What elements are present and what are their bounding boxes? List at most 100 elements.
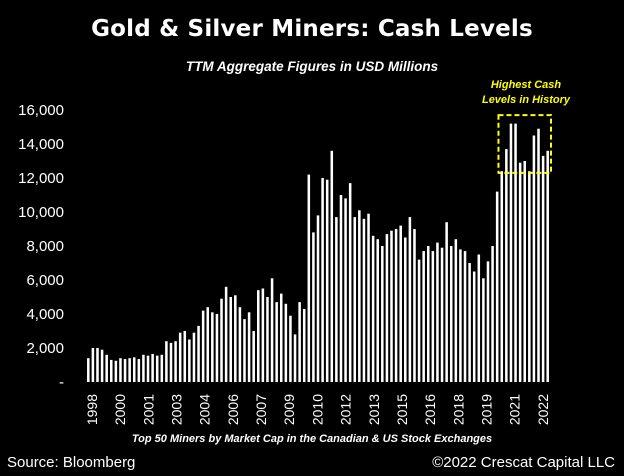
bar	[312, 232, 315, 382]
bar	[165, 341, 168, 382]
bar	[206, 307, 210, 382]
bar	[87, 358, 90, 382]
bar	[229, 297, 232, 382]
bar	[459, 249, 462, 382]
x-tick-label: 2006	[225, 394, 241, 425]
bar	[514, 123, 517, 382]
bar	[192, 332, 196, 382]
bar	[132, 357, 136, 382]
y-tick-label: 4,000	[26, 306, 64, 323]
bar	[381, 246, 384, 382]
chart-subtitle: TTM Aggregate Figures in USD Millions	[185, 59, 439, 74]
bar	[472, 271, 476, 382]
bar	[505, 149, 508, 382]
bar	[289, 315, 292, 382]
bar	[390, 230, 393, 382]
bar	[197, 325, 200, 382]
bar	[431, 251, 435, 382]
bar	[155, 355, 159, 382]
bar	[298, 302, 301, 382]
bar	[266, 297, 269, 382]
bar	[234, 295, 237, 382]
bar	[491, 246, 494, 382]
bar	[100, 349, 104, 382]
bar	[408, 217, 412, 382]
source-label: Source: Bloomberg	[7, 454, 136, 471]
bar	[348, 183, 352, 382]
y-tick-label: 6,000	[26, 272, 64, 289]
x-tick-label: 2021	[507, 394, 523, 425]
bar	[114, 360, 118, 382]
y-tick-label: 16,000	[18, 102, 64, 119]
x-tick-label: 2015	[394, 394, 410, 425]
bar	[279, 293, 283, 382]
bar	[238, 307, 242, 382]
bar	[495, 191, 499, 382]
bar	[537, 128, 540, 382]
bar	[422, 251, 425, 382]
bar	[247, 312, 251, 382]
x-tick-label: 1998	[84, 394, 100, 425]
bar	[257, 290, 260, 382]
x-tick-label: 2022	[535, 394, 551, 425]
bar	[486, 261, 490, 382]
y-tick-label: 2,000	[26, 340, 64, 357]
y-tick-label: 10,000	[18, 204, 64, 221]
bar	[358, 210, 361, 382]
bar	[325, 179, 329, 382]
bar	[316, 215, 320, 382]
bar	[449, 246, 453, 382]
bar	[215, 314, 219, 382]
bar	[188, 339, 191, 382]
bar	[445, 222, 448, 382]
bar	[183, 331, 187, 382]
chart-title: Gold & Silver Miners: Cash Levels	[91, 16, 533, 42]
bar	[174, 341, 177, 382]
bar	[293, 334, 297, 382]
bar	[307, 174, 311, 382]
bar	[252, 331, 255, 382]
bar	[275, 302, 278, 382]
bar	[367, 213, 370, 382]
x-tick-label: 2001	[140, 394, 156, 425]
x-tick-label: 2009	[281, 394, 297, 425]
highlight-annotation: Highest Cash Levels in History	[481, 79, 571, 106]
x-tick-label: 2016	[422, 394, 438, 425]
bar	[91, 348, 95, 382]
y-tick-label: 8,000	[26, 238, 64, 255]
chart-footnote: Top 50 Miners by Market Cap in the Canad…	[131, 433, 493, 445]
x-tick-label: 2000	[112, 394, 128, 425]
x-tick-label: 2004	[197, 394, 213, 425]
y-tick-label: 14,000	[18, 136, 64, 153]
bar	[224, 286, 228, 382]
bar	[500, 171, 504, 382]
bar	[436, 242, 439, 382]
bar	[146, 355, 150, 382]
bar	[169, 342, 173, 382]
bar	[523, 161, 526, 382]
bar	[417, 259, 421, 382]
bar	[404, 237, 407, 382]
copyright-label: ©2022 Crescat Capital LLC	[432, 454, 615, 471]
x-tick-label: 2013	[366, 394, 382, 425]
bar	[440, 247, 444, 382]
bar	[426, 246, 430, 382]
bar	[335, 217, 338, 382]
bar	[376, 239, 379, 382]
bar	[541, 155, 545, 382]
bar	[243, 319, 246, 382]
bar	[463, 251, 467, 382]
bar	[151, 353, 154, 382]
bar	[532, 135, 536, 382]
bar	[482, 278, 485, 382]
x-tick-label: 2003	[168, 394, 184, 425]
bar	[137, 359, 141, 382]
bar	[330, 150, 334, 382]
bar	[128, 358, 131, 382]
x-tick-label: 2007	[253, 394, 269, 425]
bar	[284, 303, 288, 382]
bar	[385, 234, 389, 382]
x-tick-label: 2010	[309, 394, 325, 425]
bar	[509, 123, 513, 382]
